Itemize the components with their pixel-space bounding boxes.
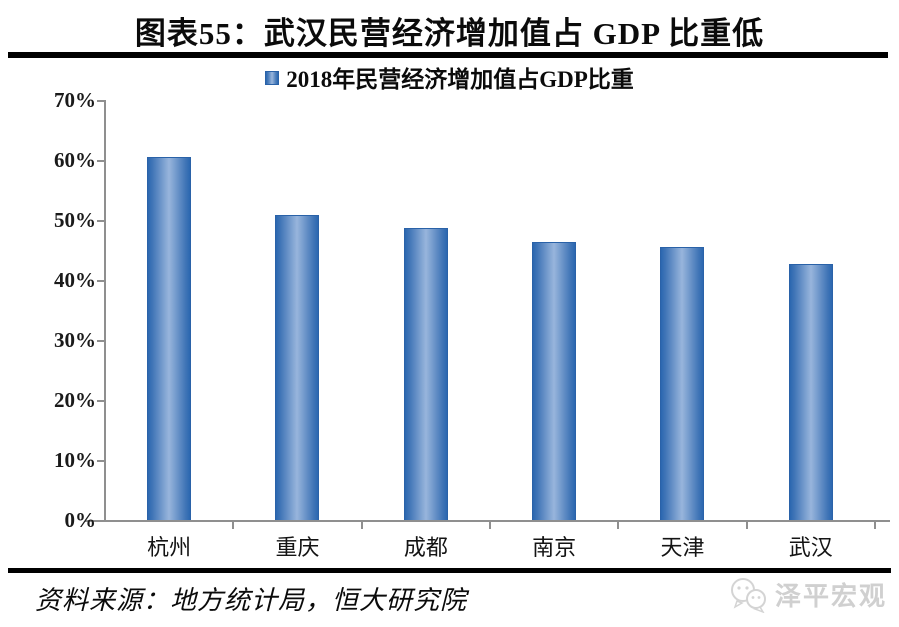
legend-series-label: 2018年民营经济增加值占GDP比重 (286, 67, 634, 92)
bar-slot (747, 100, 875, 520)
page-title: 图表55：武汉民营经济增加值占 GDP 比重低 (134, 16, 765, 51)
bar-slot (490, 100, 618, 520)
legend-series-marker-icon (265, 71, 280, 85)
bottom-divider (8, 568, 891, 573)
plot-area (105, 100, 875, 520)
y-axis-tick-mark (97, 220, 105, 222)
top-divider (8, 52, 888, 58)
y-axis-tick-label: 60% (54, 148, 96, 172)
y-axis-tick-mark (97, 100, 105, 102)
bar (147, 157, 192, 520)
x-axis-labels: 杭州 重庆 成都 南京 天津 武汉 (105, 530, 875, 562)
x-category-label: 重庆 (275, 535, 320, 560)
wechat-chat-bubbles-icon (730, 577, 766, 613)
x-category-label: 南京 (532, 535, 577, 560)
x-axis-tick-mark (874, 522, 876, 529)
bar (788, 263, 833, 520)
bar (275, 215, 320, 520)
x-axis-tick-mark (232, 522, 235, 529)
y-axis-tick-label: 40% (54, 268, 96, 292)
y-axis-line (104, 100, 106, 521)
x-category-label: 天津 (660, 535, 705, 560)
y-axis-tick-mark (97, 280, 105, 282)
y-axis-tick-mark (97, 460, 105, 462)
x-axis-tick-mark (617, 522, 620, 529)
watermark-label: 泽平宏观 (774, 582, 887, 611)
x-category-label: 武汉 (788, 535, 833, 560)
source-note: 资料来源：地方统计局，恒大研究院 (35, 586, 468, 615)
bar-slot (233, 100, 361, 520)
y-axis-tick-label: 70% (54, 88, 96, 112)
x-axis-tick-mark (745, 522, 748, 529)
y-axis-tick-label: 50% (54, 208, 96, 232)
y-axis-tick-mark (97, 340, 105, 342)
bar (532, 241, 577, 520)
x-category-label: 杭州 (147, 535, 192, 560)
y-axis-tick-label: 30% (54, 328, 96, 352)
watermark: 泽平宏观 (728, 576, 887, 613)
bar (660, 247, 705, 520)
x-axis-line (85, 520, 890, 522)
y-axis-tick-label: 10% (54, 448, 96, 472)
bar-slot (618, 100, 746, 520)
chart-legend: 2018年民营经济增加值占GDP比重 (0, 60, 899, 94)
x-category-label: 成都 (403, 535, 448, 560)
x-axis-tick-mark (360, 522, 363, 529)
y-axis-tick-mark (97, 520, 105, 522)
y-axis-tick-mark (97, 400, 105, 402)
y-axis-tick-label: 20% (54, 388, 96, 412)
x-axis-tick-mark (489, 522, 491, 529)
bar-slot (105, 100, 233, 520)
y-axis-tick-label: 0% (64, 508, 97, 532)
bar-slot (362, 100, 490, 520)
y-axis-tick-mark (97, 160, 105, 162)
bar (403, 228, 448, 520)
